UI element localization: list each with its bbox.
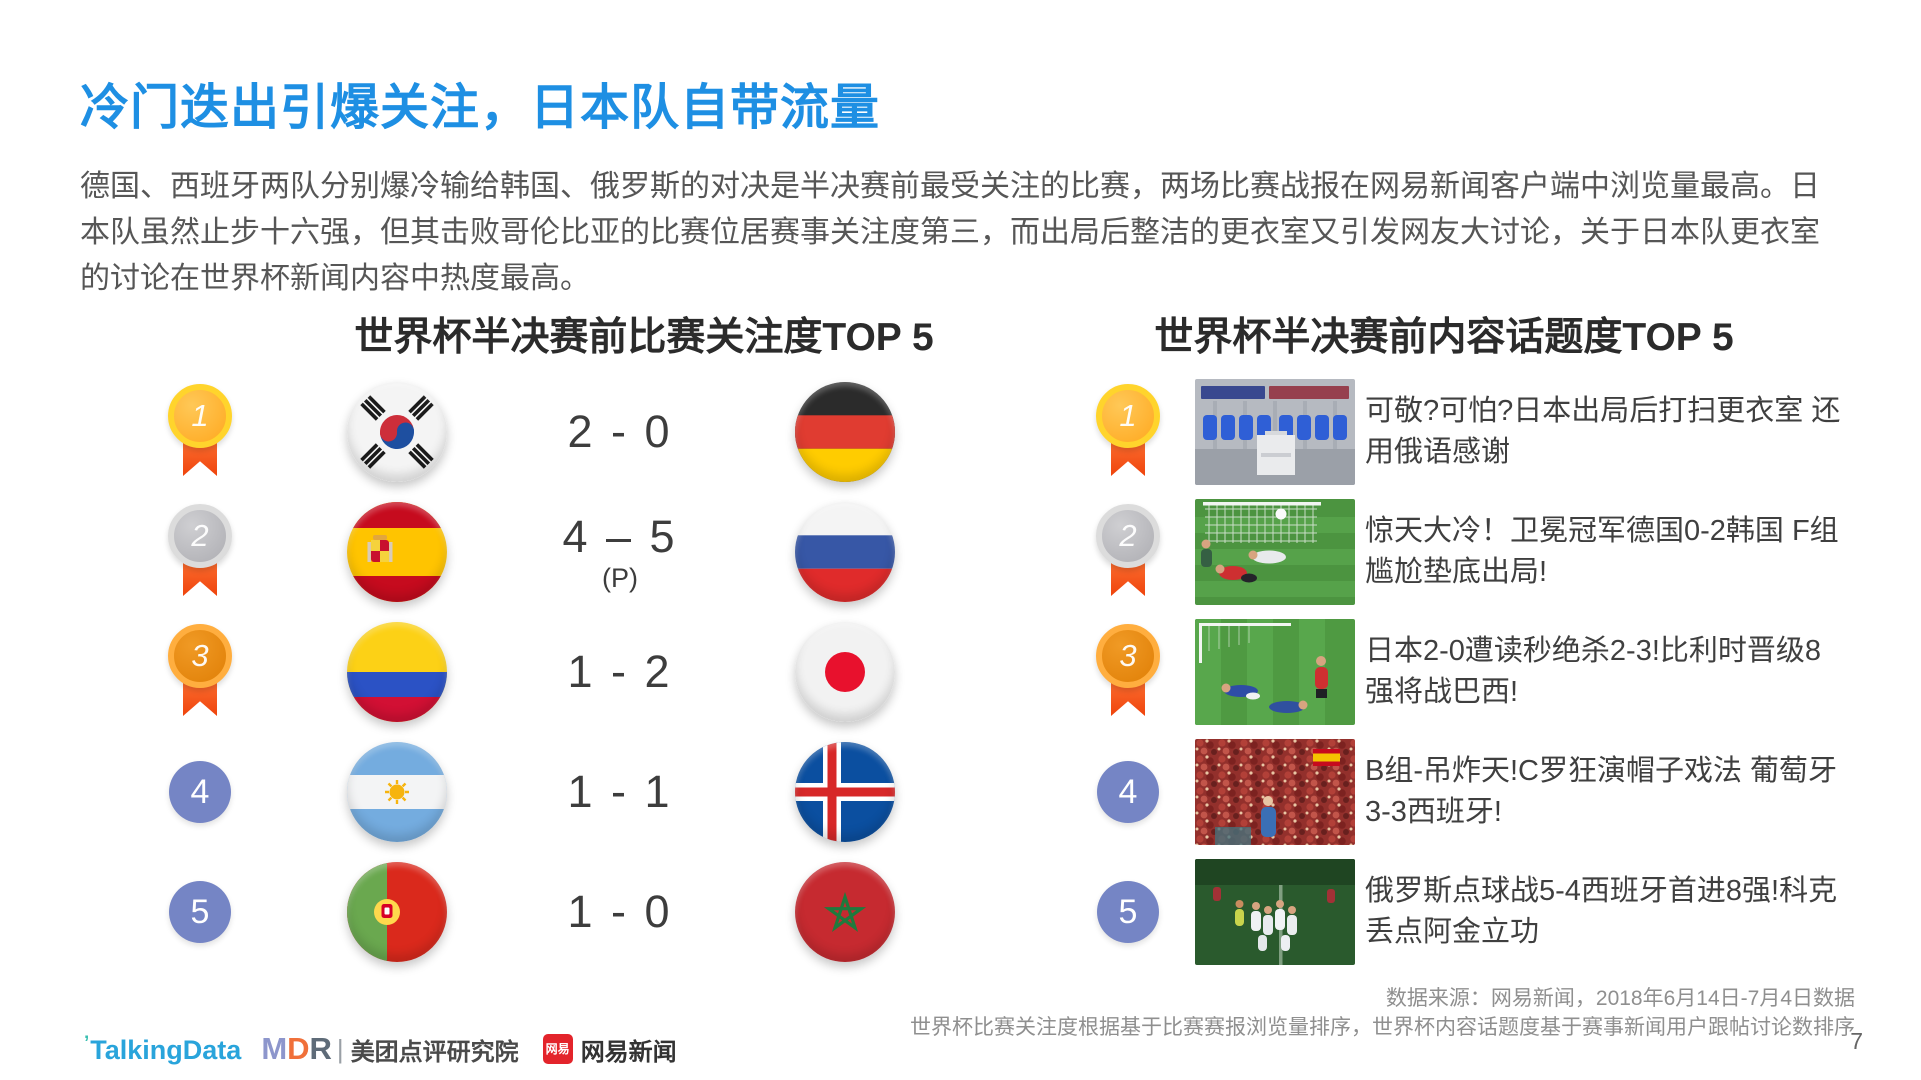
topic-headline: 俄罗斯点球战5-4西班牙首进8强!科克 丢点阿金立功 (1365, 875, 1838, 948)
match-score: 1 - 2 (567, 646, 673, 697)
flag-germany-icon (795, 382, 895, 482)
flag-spain-icon (347, 502, 447, 602)
footer-logos: ’TalkingData MDR | 美团点评研究院 网易 网易新闻 (84, 1032, 677, 1066)
mdr-logo: MDR (261, 1031, 332, 1066)
match-row-1: 1 2 - 0 (80, 372, 980, 492)
topic-headline: 可敬?可怕?日本出局后打扫更衣室 还 用俄语感谢 (1365, 395, 1841, 468)
meituan-dianping-institute-label: 美团点评研究院 (350, 1038, 519, 1066)
match-row-2: 2 4 – 5 (P) (80, 492, 980, 612)
topic-ranking-title: 世界杯半决赛前内容话题度TOP 5 (1154, 316, 1734, 359)
netease-news-label: 网易新闻 (580, 1038, 677, 1066)
thumbnail-germany-vs-korea (1195, 499, 1355, 605)
flag-morocco-icon (795, 862, 895, 962)
topic-row-1: 1 可敬?可怕?日本出局后打扫更衣室 还 用俄语感谢 (1065, 372, 1865, 492)
talkingdata-logo: ’TalkingData (84, 1032, 242, 1065)
topic-row-3: 3 日本2-0遭读秒绝杀2-3!比利时晋级8 强将战巴西! (1065, 612, 1865, 732)
topic-headline: 日本2-0遭读秒绝杀2-3!比利时晋级8 强将战巴西! (1365, 635, 1822, 708)
topic-row-5: 5 俄罗斯点球战5-4西班牙首进8强!科克 丢点阿金立功 (1065, 852, 1865, 972)
topic-headline: 惊天大冷！卫冕冠军德国0-2韩国 F组 尴尬垫底出局! (1365, 515, 1839, 588)
data-source-note: 数据来源：网易新闻，2018年6月14日-7月4日数据 世界杯比赛关注度根据基于… (910, 984, 1855, 1042)
topic-row-4: 4 B组-吊炸天!C罗狂演帽子戏法 葡萄牙 3-3西班牙! (1065, 732, 1865, 852)
match-score: 2 - 0 (567, 406, 673, 457)
silver-medal-icon: 2 (168, 504, 232, 600)
topic-headline: B组-吊炸天!C罗狂演帽子戏法 葡萄牙 3-3西班牙! (1365, 755, 1838, 828)
match-row-5: 5 1 - 0 (80, 852, 980, 972)
rank-4-badge: 4 (169, 761, 231, 823)
match-score: 1 - 1 (567, 766, 673, 817)
match-ranking-title: 世界杯半决赛前比赛关注度TOP 5 (354, 316, 934, 359)
netease-badge-icon: 网易 (542, 1034, 573, 1064)
thumbnail-russia-celebration (1195, 859, 1355, 965)
talkingdata-quote-mark: ’ (84, 1032, 90, 1054)
silver-medal-icon: 2 (1096, 504, 1160, 600)
match-score: 1 - 0 (567, 886, 673, 937)
flag-russia-icon (795, 502, 895, 602)
match-score: 4 – 5 (P) (562, 511, 678, 593)
topic-row-2: 2 惊天大冷！卫冕冠军德国0-2韩国 F组 尴尬垫底出局! (1065, 492, 1865, 612)
rank-4-badge: 4 (1097, 761, 1159, 823)
page-number: 7 (1850, 1028, 1863, 1054)
thumbnail-portugal-spain-fans (1195, 739, 1355, 845)
thumbnail-japan-vs-belgium (1195, 619, 1355, 725)
source-line-2: 世界杯比赛关注度根据基于比赛赛报浏览量排序，世界杯内容话题度基于赛事新闻用户跟帖… (910, 1016, 1855, 1039)
rank-5-badge: 5 (1097, 881, 1159, 943)
flag-argentina-icon (347, 742, 447, 842)
source-line-1: 数据来源：网易新闻，2018年6月14日-7月4日数据 (1385, 987, 1855, 1010)
logo-divider: | (336, 1033, 344, 1064)
match-row-3: 3 1 - 2 (80, 612, 980, 732)
bronze-medal-icon: 3 (168, 624, 232, 720)
bronze-medal-icon: 3 (1096, 624, 1160, 720)
thumbnail-japan-locker-room (1195, 379, 1355, 485)
intro-paragraph: 德国、西班牙两队分别爆冷输给韩国、俄罗斯的对决是半决赛前最受关注的比赛，两场比赛… (80, 170, 1820, 295)
gold-medal-icon: 1 (168, 384, 232, 480)
flag-colombia-icon (347, 622, 447, 722)
flag-south-korea-icon (347, 382, 447, 482)
flag-iceland-icon (795, 742, 895, 842)
gold-medal-icon: 1 (1096, 384, 1160, 480)
rank-5-badge: 5 (169, 881, 231, 943)
flag-japan-icon (795, 622, 895, 722)
netease-news-logo: 网易 网易新闻 (542, 1032, 677, 1067)
match-ranking-list: 1 2 - 0 (80, 372, 980, 972)
page-title: 冷门迭出引爆关注，日本队自带流量 (80, 81, 881, 135)
flag-portugal-icon (347, 862, 447, 962)
topic-ranking-list: 1 可敬?可怕?日本出局后打扫更衣室 还 用俄语感谢 2 (1065, 372, 1865, 972)
match-row-4: 4 1 - 1 (80, 732, 980, 852)
